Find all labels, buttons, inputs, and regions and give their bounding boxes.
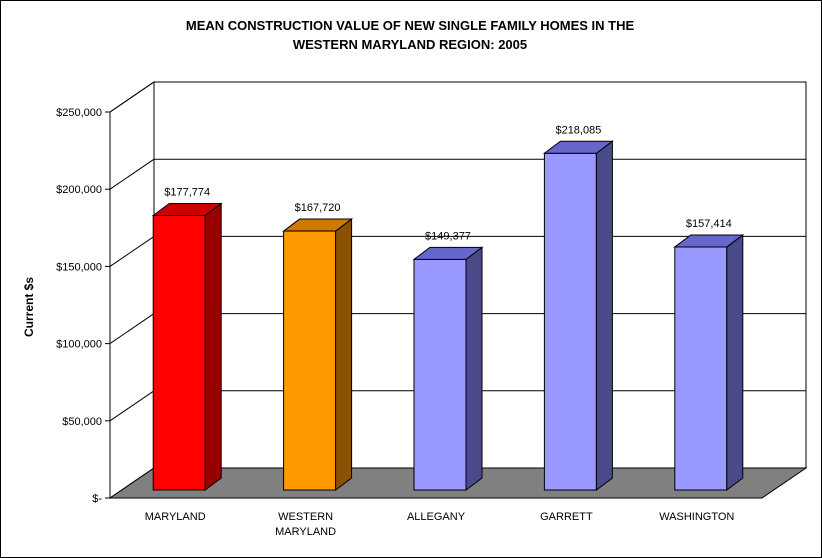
bar-side [204,202,222,491]
bar-front [152,215,206,491]
bar-top [412,246,484,260]
y-tick-label: $50,000 [62,416,102,428]
bar-front [543,152,597,491]
bar-top [282,218,354,232]
bar-side [595,140,613,491]
category-label: MARYLAND [145,511,206,523]
gridline-side [109,390,155,422]
gridline-side [109,81,155,113]
gridline-side [109,158,155,190]
data-label: $218,085 [555,124,601,136]
bar-front [674,246,728,491]
chart-title-line-1: MEAN CONSTRUCTION VALUE OF NEW SINGLE FA… [185,18,635,33]
y-axis-label: Current $s [22,277,36,337]
y-tick-label: $150,000 [56,261,102,273]
data-label: $157,414 [686,218,732,230]
chart-title: MEAN CONSTRUCTION VALUE OF NEW SINGLE FA… [0,16,820,54]
bar-top [151,203,223,217]
bar-top [673,234,745,248]
bar-side [465,246,483,491]
bar-side [335,218,353,491]
category-label: MARYLAND [275,526,336,538]
category-label: GARRETT [540,511,593,523]
category-label: WASHINGTON [659,511,734,523]
data-label: $167,720 [295,202,341,214]
bar-top [542,140,614,154]
y-tick-label: $200,000 [56,184,102,196]
gridline-side [109,235,155,267]
y-tick-label: $- [92,493,102,505]
y-tick-label: $250,000 [56,107,102,119]
side-wall [109,81,155,499]
y-tick-label: $100,000 [56,339,102,351]
bar-front [413,258,467,491]
gridline-side [109,313,155,345]
data-label: $177,774 [164,187,210,199]
bar-side [726,233,744,491]
chart-title-line-2: WESTERN MARYLAND REGION: 2005 [292,37,528,52]
bar-front [283,230,337,491]
category-label: ALLEGANY [407,511,466,523]
data-label: $149,377 [425,230,471,242]
category-label: WESTERN [278,511,333,523]
